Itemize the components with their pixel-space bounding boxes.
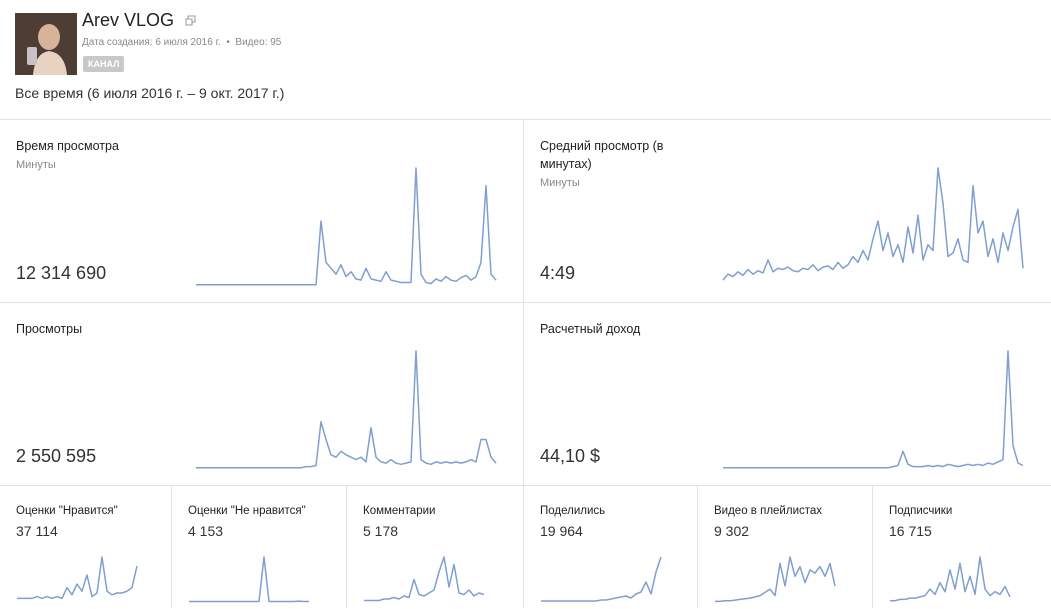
metric-title: Время просмотра: [16, 139, 119, 153]
metric-unit: Минуты: [16, 159, 56, 171]
metric-title: Средний просмотр (в минутах): [540, 139, 664, 171]
sparkline: [364, 556, 485, 602]
metric-card: Расчетный доход 44,10 $: [523, 302, 1051, 485]
sparkline-line: [196, 167, 497, 286]
metric-card: Оценки "Нравится" 37 114: [0, 485, 171, 608]
sparkline-line: [723, 350, 1024, 469]
metric-title: Подписчики: [889, 505, 953, 517]
sparkline-line: [189, 556, 309, 603]
metric-unit: Минуты: [540, 177, 580, 189]
metric-card: Средний просмотр (в минутах) Минуты 4:49: [523, 119, 1051, 302]
metric-title: Оценки "Нравится": [16, 505, 118, 517]
sparkline: [723, 350, 1024, 469]
metric-value: 9 302: [714, 523, 750, 539]
sparkline: [196, 350, 497, 469]
metric-value: 4:49: [540, 263, 576, 283]
metric-title: Поделились: [540, 505, 606, 517]
channel-avatar: [15, 13, 77, 75]
sparkline-line: [541, 556, 662, 602]
metric-value: 5 178: [363, 523, 399, 539]
metric-title: Оценки "Не нравится": [188, 505, 306, 517]
metric-card: Подписчики 16 715: [872, 485, 1051, 608]
metric-value: 2 550 595: [16, 446, 97, 466]
metric-title: Расчетный доход: [540, 322, 641, 336]
metric-value: 44,10 $: [540, 446, 601, 466]
channel-title: Arev VLOG: [82, 10, 196, 31]
sparkline: [890, 556, 1011, 602]
channel-name: Arev VLOG: [82, 10, 175, 30]
created-date: Дата создания: 6 июля 2016 г.: [82, 37, 221, 48]
metric-value: 4 153: [188, 523, 224, 539]
channel-meta: Дата создания: 6 июля 2016 г. • Видео: 9…: [82, 37, 282, 48]
metric-card: Видео в плейлистах 9 302: [697, 485, 872, 608]
metric-card: Оценки "Не нравится" 4 153: [171, 485, 346, 608]
sparkline: [715, 556, 836, 603]
metric-title: Видео в плейлистах: [714, 505, 823, 517]
channel-badge: КАНАЛ: [83, 56, 125, 72]
sparkline-line: [17, 556, 138, 600]
sparkline: [541, 556, 662, 602]
metric-title: Просмотры: [16, 322, 83, 336]
sparkline: [189, 556, 309, 603]
metric-card: Время просмотра Минуты 12 314 690: [0, 119, 523, 302]
metric-title: Комментарии: [363, 505, 436, 517]
sparkline-line: [890, 556, 1011, 602]
sparkline-line: [364, 556, 485, 602]
metric-value: 12 314 690: [16, 263, 107, 283]
external-link-icon[interactable]: [185, 15, 196, 26]
sparkline: [722, 167, 1024, 281]
period[interactable]: Все время (6 июля 2016 г. – 9 окт. 2017 …: [15, 85, 285, 101]
sparkline-line: [715, 556, 836, 603]
metric-value: 37 114: [16, 523, 58, 539]
metric-value: 19 964: [540, 523, 583, 539]
metric-value: 16 715: [889, 523, 932, 539]
sparkline-line: [196, 350, 497, 469]
metric-card: Комментарии 5 178: [346, 485, 523, 608]
metric-card: Поделились 19 964: [523, 485, 697, 608]
sparkline: [196, 167, 497, 286]
sparkline: [17, 556, 138, 600]
metric-card: Просмотры 2 550 595: [0, 302, 523, 485]
video-count: Видео: 95: [235, 37, 282, 48]
sparkline-line: [722, 167, 1024, 281]
